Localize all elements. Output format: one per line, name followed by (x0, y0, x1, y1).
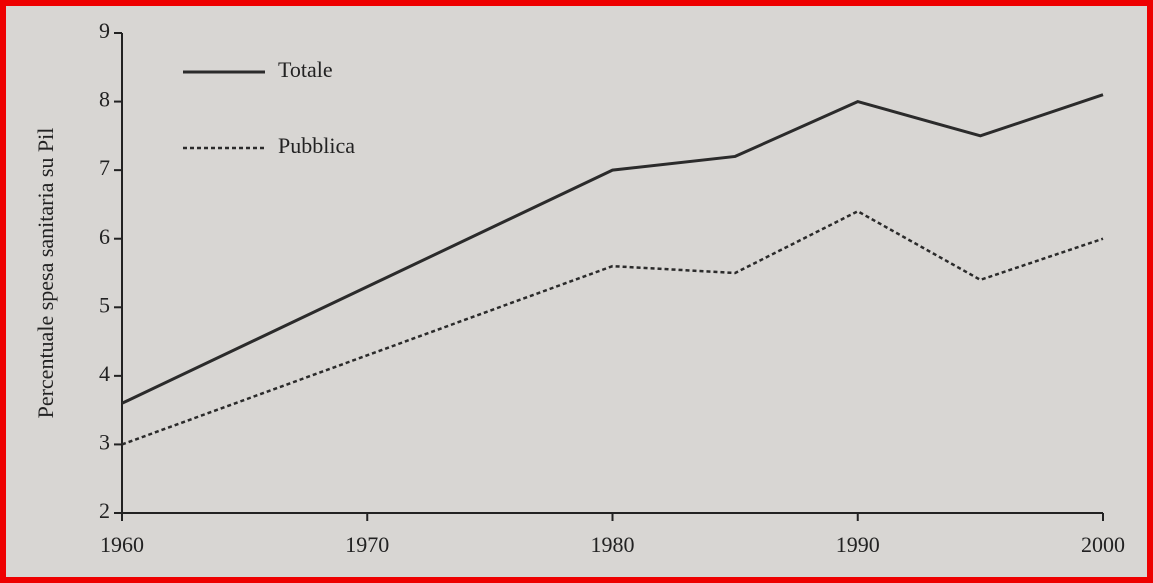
y-tick-label: 5 (99, 292, 110, 317)
x-tick-label: 1970 (345, 532, 389, 557)
x-tick-label: 1960 (100, 532, 144, 557)
y-tick-label: 6 (99, 224, 110, 249)
x-tick-label: 1990 (836, 532, 880, 557)
y-tick-label: 3 (99, 429, 110, 454)
x-tick-label: 1980 (591, 532, 635, 557)
legend-label: Totale (278, 57, 333, 82)
legend-label: Pubblica (278, 133, 355, 158)
y-axis-label: Percentuale spesa sanitaria su Pil (33, 128, 58, 419)
y-tick-label: 2 (99, 498, 110, 523)
y-tick-label: 9 (99, 18, 110, 43)
y-tick-label: 8 (99, 87, 110, 112)
x-tick-label: 2000 (1081, 532, 1125, 557)
y-tick-label: 4 (99, 361, 110, 386)
series-line (121, 93, 1104, 405)
y-tick-label: 7 (99, 155, 110, 180)
series-line (121, 209, 1104, 446)
